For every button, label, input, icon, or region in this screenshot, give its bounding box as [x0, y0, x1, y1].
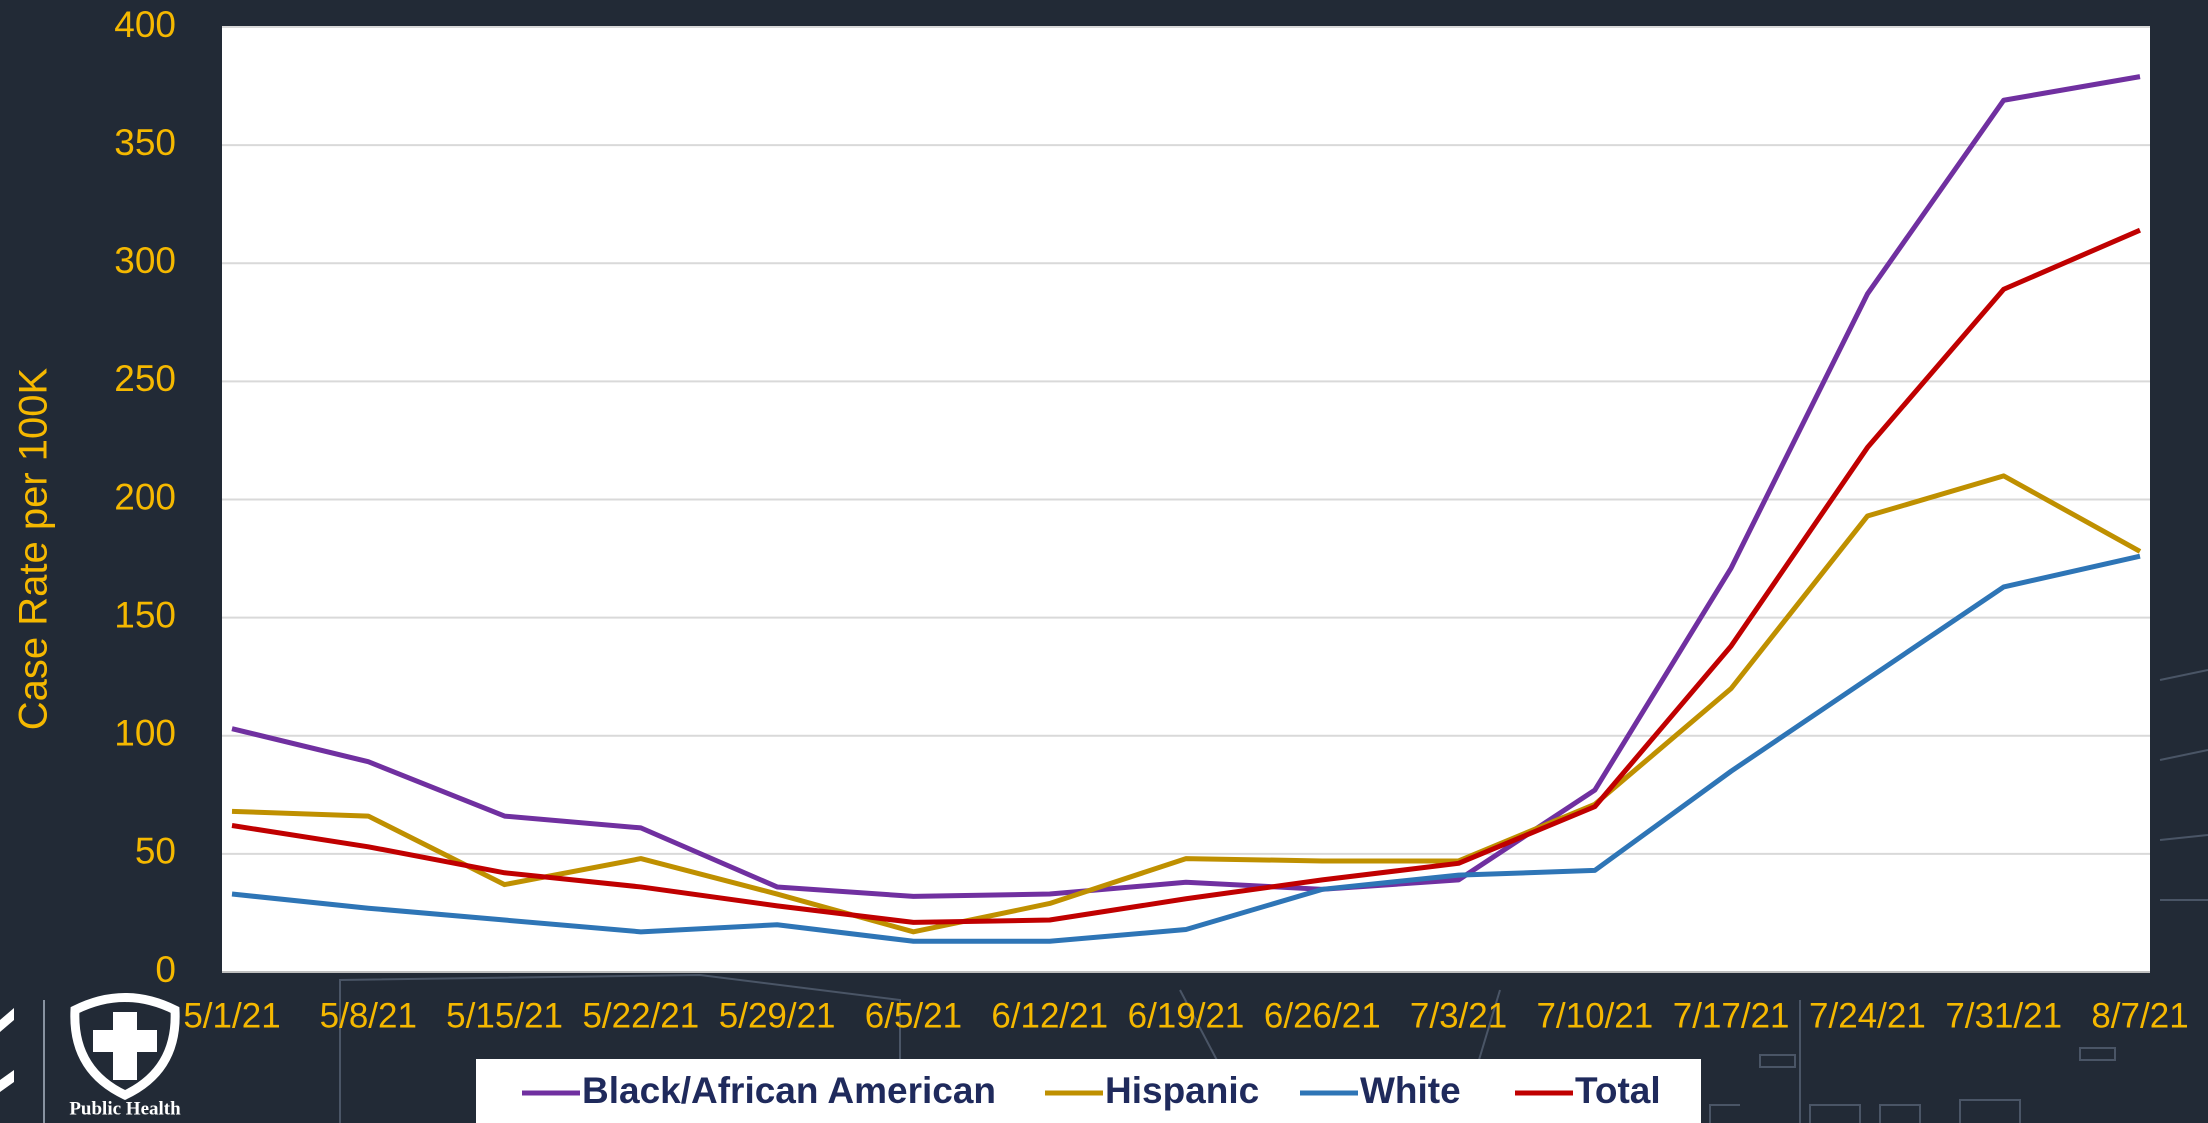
legend-label: White	[1360, 1070, 1461, 1111]
x-tick-label: 8/7/21	[2091, 996, 2188, 1035]
logo-text: Public Health	[69, 1098, 181, 1119]
x-tick-label: 7/17/21	[1673, 996, 1790, 1035]
logo-mark	[0, 1008, 14, 1092]
x-tick-label: 7/10/21	[1536, 996, 1653, 1035]
y-tick-label: 50	[135, 831, 176, 872]
x-tick-label: 5/1/21	[183, 996, 280, 1035]
y-tick-label: 150	[114, 594, 176, 635]
y-tick-label: 300	[114, 240, 176, 281]
x-tick-label: 7/24/21	[1809, 996, 1926, 1035]
legend-label: Hispanic	[1105, 1070, 1259, 1111]
y-tick-label: 0	[155, 949, 176, 990]
logo-cross	[93, 1012, 157, 1080]
y-tick-label: 350	[114, 122, 176, 163]
series-line	[231, 553, 2141, 944]
x-tick-label: 6/12/21	[991, 996, 1108, 1035]
legend-label: Total	[1575, 1070, 1661, 1111]
logo-shield	[70, 993, 180, 1100]
x-tick-label: 7/31/21	[1945, 996, 2062, 1035]
y-tick-label: 400	[114, 4, 176, 45]
y-tick-label: 200	[114, 476, 176, 517]
x-tick-label: 6/26/21	[1264, 996, 1381, 1035]
y-tick-label: 250	[114, 358, 176, 399]
series-line	[231, 74, 2141, 899]
x-tick-label: 5/29/21	[719, 996, 836, 1035]
x-tick-label: 6/5/21	[865, 996, 962, 1035]
logo: Public Health	[0, 993, 181, 1123]
x-tick-label: 5/15/21	[446, 996, 563, 1035]
background-art	[339, 669, 2208, 1123]
x-tick-label: 7/3/21	[1410, 996, 1507, 1035]
series-line	[231, 227, 2141, 925]
y-tick-label: 100	[114, 713, 176, 754]
legend-label: Black/African American	[582, 1070, 996, 1111]
y-axis-title: Case Rate per 100K	[12, 367, 56, 730]
x-tick-label: 5/8/21	[320, 996, 417, 1035]
x-tick-label: 6/19/21	[1128, 996, 1245, 1035]
x-tick-label: 5/22/21	[582, 996, 699, 1035]
